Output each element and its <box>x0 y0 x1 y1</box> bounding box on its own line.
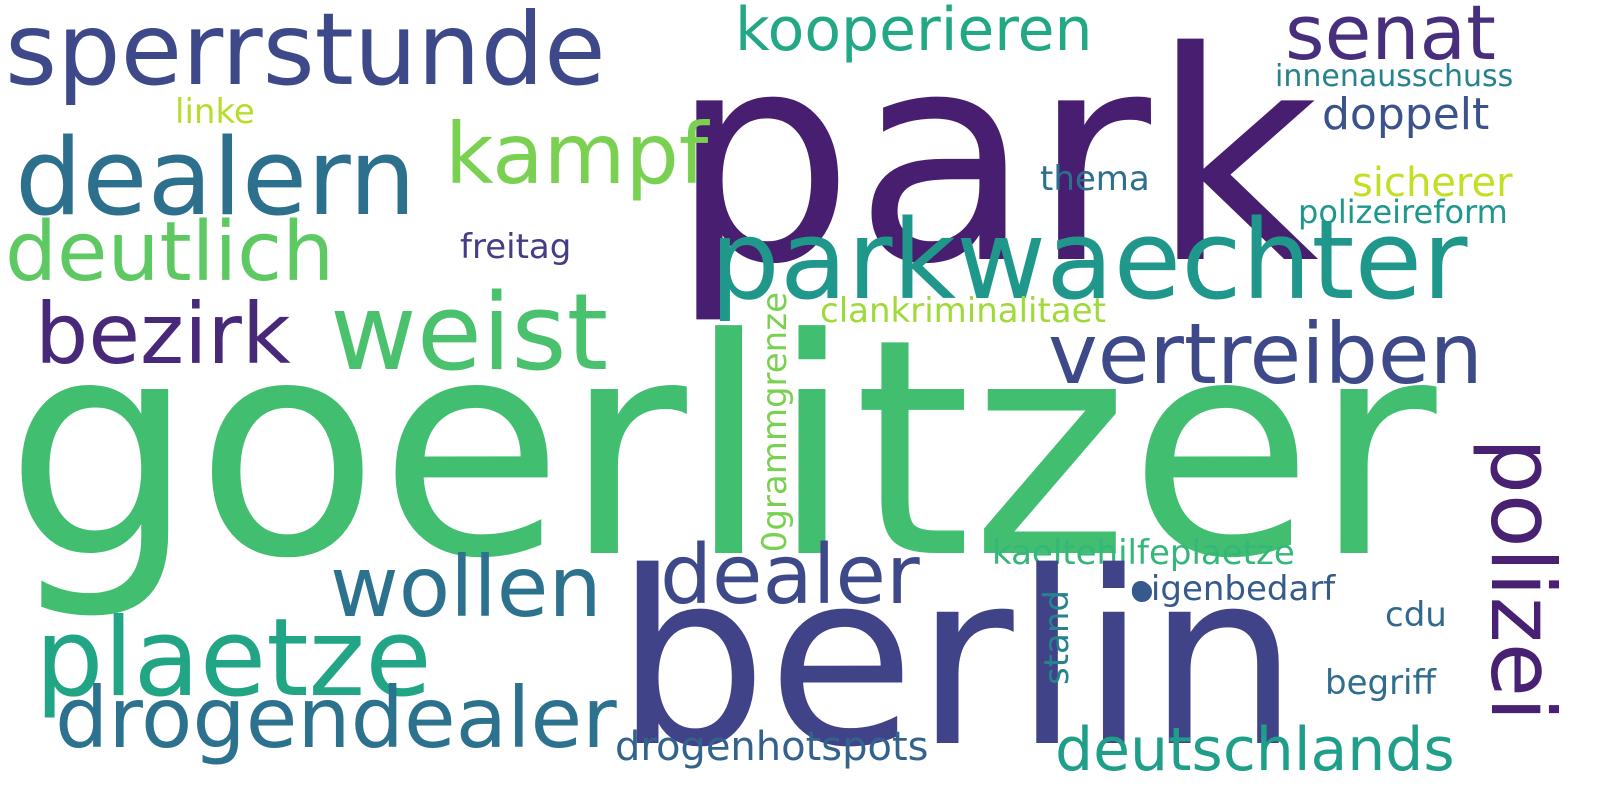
word-cdu: cdu <box>1385 595 1447 635</box>
word-polizeireform: polizeireform <box>1298 193 1508 231</box>
word-thema: thema <box>1040 159 1150 199</box>
word-dealer: dealer <box>660 528 920 623</box>
word-berlin: berlin <box>615 520 1300 800</box>
word-plaetze: plaetze <box>35 596 432 721</box>
word-sperrstunde: sperrstunde <box>5 0 606 108</box>
word-stand: stand <box>1037 590 1077 686</box>
word-freitag: freitag <box>460 227 572 267</box>
word-polizei: polizei <box>1471 438 1574 722</box>
word-parkwaechter: parkwaechter <box>710 196 1468 324</box>
word-doppelt: doppelt <box>1322 89 1490 140</box>
word-kampf: kampf <box>445 105 709 203</box>
word-kaeltehilfeplaetze: kaeltehilfeplaetze <box>992 533 1295 573</box>
word-weist: weist <box>330 271 609 394</box>
word-dealern: dealern <box>15 116 417 239</box>
word-senat: senat <box>1285 0 1496 77</box>
word-deutschlands: deutschlands <box>1055 715 1455 785</box>
word-bezirk: bezirk <box>35 285 291 383</box>
word-eigenbedarf: eigenbedarf <box>1130 569 1336 609</box>
word-linke: linke <box>175 92 255 132</box>
word-sicherer: sicherer <box>1352 160 1513 206</box>
word-wollen: wollen <box>330 538 602 636</box>
word-vertreiben: vertreiben <box>1048 305 1483 403</box>
word-0grammgrenze: 0grammgrenze <box>755 292 795 553</box>
word-kooperieren: kooperieren <box>735 0 1093 65</box>
word-park: park <box>670 0 1319 328</box>
word-clankriminalitaet: clankriminalitaet <box>820 291 1106 331</box>
word-goerlitzer: goerlitzer <box>5 275 1437 624</box>
word-drogenhotspots: drogenhotspots <box>615 724 929 770</box>
word-begriff: begriff <box>1325 663 1436 703</box>
word-innenausschuss: innenausschuss <box>1275 59 1514 94</box>
word-deutlich: deutlich <box>5 205 335 300</box>
word-drogendealer: drogendealer <box>55 669 617 767</box>
dot-mark <box>1132 582 1152 602</box>
